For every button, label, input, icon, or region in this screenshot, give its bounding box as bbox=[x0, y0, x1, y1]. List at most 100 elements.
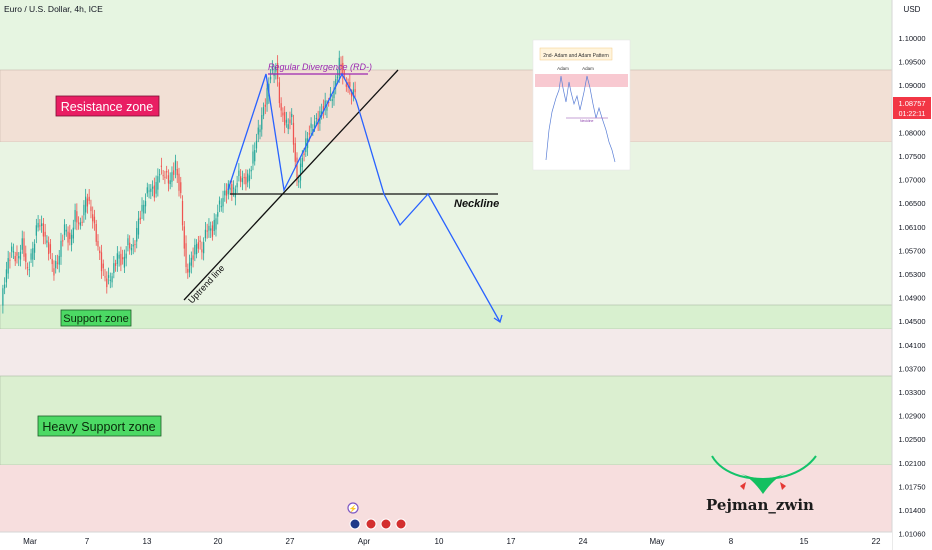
candle-down bbox=[199, 240, 201, 243]
candle-down bbox=[201, 249, 203, 253]
candle-down bbox=[92, 214, 94, 222]
candle-down bbox=[90, 206, 92, 212]
candle-up bbox=[262, 107, 265, 116]
candle-up bbox=[74, 209, 76, 222]
time-tick: Mar bbox=[23, 537, 37, 546]
time-tick: Apr bbox=[358, 537, 371, 546]
bar-countdown: 01:22:11 bbox=[899, 111, 926, 118]
candle-down bbox=[342, 62, 344, 77]
time-tick: 8 bbox=[729, 537, 734, 546]
candle-down bbox=[129, 242, 131, 249]
candle-down bbox=[51, 258, 53, 265]
candle-up bbox=[11, 246, 13, 252]
candle-up bbox=[130, 248, 133, 251]
candle-up bbox=[250, 169, 252, 172]
candle-up bbox=[41, 223, 43, 226]
candle-down bbox=[88, 196, 90, 201]
candle-down bbox=[180, 182, 182, 194]
lightning-icon[interactable] bbox=[347, 502, 359, 514]
inset-neck-label: Neckline bbox=[580, 119, 593, 123]
candle-up bbox=[218, 200, 221, 205]
events-icons[interactable]: ⚡ bbox=[347, 502, 407, 530]
uptrend-line[interactable] bbox=[183, 69, 399, 301]
candle-down bbox=[23, 238, 25, 257]
candle-up bbox=[257, 127, 259, 135]
candle-down bbox=[95, 223, 97, 242]
candle-down bbox=[86, 198, 89, 207]
candle-down bbox=[153, 185, 155, 198]
candle-up bbox=[70, 234, 73, 245]
time-axis[interactable] bbox=[0, 532, 892, 550]
us-flag-icon-2[interactable] bbox=[380, 518, 392, 530]
candle-up bbox=[7, 258, 9, 274]
candle-down bbox=[340, 63, 342, 69]
candle-up bbox=[107, 275, 110, 278]
lower-band bbox=[0, 329, 892, 376]
price-tick: 1.02100 bbox=[898, 459, 925, 468]
top-band bbox=[0, 0, 892, 70]
us-flag-icon-1[interactable] bbox=[365, 518, 377, 530]
candle-up bbox=[215, 218, 217, 230]
time-tick-labels: Mar 7 13 20 27 Apr 10 17 24 May 8 15 22 bbox=[23, 537, 881, 546]
adam-pattern-line[interactable] bbox=[227, 72, 357, 193]
candle-up bbox=[111, 276, 113, 283]
candle-up bbox=[157, 176, 159, 190]
candle-down bbox=[160, 165, 163, 167]
us-flag-icon-3[interactable] bbox=[395, 518, 407, 530]
price-tick: 1.01060 bbox=[898, 530, 925, 539]
price-tick: 1.02900 bbox=[898, 412, 925, 421]
candle-up bbox=[118, 254, 120, 259]
eu-flag-icon[interactable] bbox=[349, 518, 361, 530]
candle-down bbox=[97, 240, 99, 247]
candle-up bbox=[159, 174, 161, 176]
candle-up bbox=[213, 219, 215, 232]
candle-up bbox=[65, 229, 67, 232]
candle-up bbox=[137, 218, 140, 235]
candle-up bbox=[37, 222, 39, 228]
candle-up bbox=[333, 88, 335, 99]
candle-down bbox=[62, 240, 64, 242]
candle-up bbox=[155, 181, 157, 194]
candle-down bbox=[120, 253, 122, 266]
candle-down bbox=[44, 231, 46, 237]
candle-down bbox=[67, 231, 69, 243]
time-tick: 13 bbox=[143, 537, 152, 546]
pejman-zwin-logo: Pejman_zwin bbox=[706, 455, 817, 514]
currency-label: USD bbox=[904, 5, 921, 14]
current-price-badge bbox=[893, 97, 931, 119]
candle-down bbox=[162, 175, 164, 177]
candle-down bbox=[49, 244, 52, 253]
candle-up bbox=[19, 251, 22, 260]
candle-up bbox=[113, 263, 115, 274]
candle-up bbox=[315, 117, 317, 119]
candle-down bbox=[187, 268, 189, 273]
candle-up bbox=[220, 205, 222, 208]
candle-up bbox=[217, 212, 219, 217]
candle-up bbox=[35, 225, 37, 236]
candle-up bbox=[326, 106, 328, 111]
time-tick: 10 bbox=[435, 537, 444, 546]
candle-down bbox=[114, 263, 117, 266]
candle-up bbox=[241, 178, 244, 183]
candle-down bbox=[26, 267, 29, 269]
divergence-label: Regular Divergence (RD-) bbox=[268, 62, 372, 72]
candle-up bbox=[32, 248, 34, 260]
candle-up bbox=[30, 253, 32, 260]
candle-up bbox=[150, 188, 152, 192]
price-axis[interactable] bbox=[892, 0, 932, 550]
candle-up bbox=[63, 224, 66, 235]
candle-up bbox=[312, 129, 314, 132]
pattern-inset: 2nd- Adam and Adam Pattern Adam Adam Nec… bbox=[532, 39, 631, 171]
symbol-title[interactable]: Euro / U.S. Dollar, 4h, ICE bbox=[4, 4, 103, 14]
candle-up bbox=[79, 222, 81, 226]
candle-down bbox=[99, 250, 101, 254]
candle-down bbox=[354, 89, 356, 93]
candle-up bbox=[285, 119, 288, 123]
projection-line[interactable] bbox=[355, 99, 501, 323]
candle-down bbox=[185, 243, 187, 268]
candle-up bbox=[18, 256, 20, 259]
inset-left-label: Adam bbox=[557, 66, 569, 71]
candle-up bbox=[254, 150, 256, 162]
price-tick: 1.09000 bbox=[898, 81, 925, 90]
